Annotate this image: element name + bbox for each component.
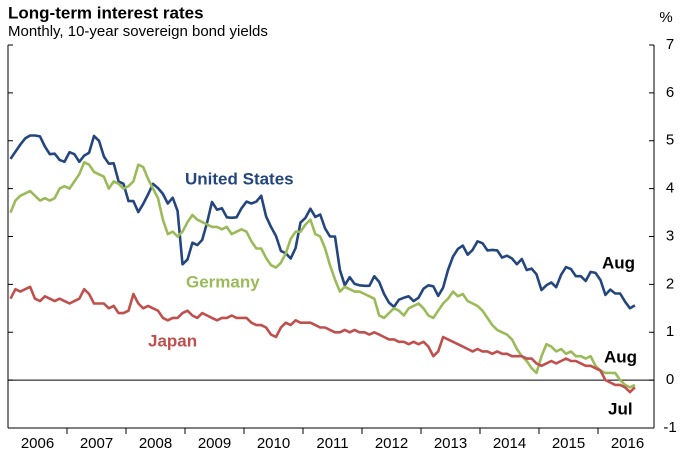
- series-line: [9, 285, 636, 394]
- x-tick-label: 2012: [375, 435, 408, 452]
- y-tick-label: 3: [666, 227, 674, 244]
- annotation: Aug: [602, 253, 635, 272]
- y-tick-label: 7: [666, 36, 674, 53]
- y-tick-label: 1: [666, 323, 674, 340]
- annotation: Aug: [604, 347, 637, 366]
- x-tick-label: 2013: [434, 435, 467, 452]
- x-tick-label: 2006: [21, 435, 54, 452]
- chart-title: Long-term interest rates: [8, 3, 204, 22]
- y-tick-label: 6: [666, 84, 674, 101]
- annotation: Jul: [608, 399, 633, 418]
- y-tick-label: -1: [663, 419, 676, 436]
- x-tick-label: 2007: [80, 435, 113, 452]
- y-tick-label: 2: [666, 275, 674, 292]
- x-tick-label: 2014: [493, 435, 526, 452]
- series-label: Germany: [186, 272, 260, 291]
- series-line: [9, 134, 636, 310]
- x-tick-label: 2008: [139, 435, 172, 452]
- x-tick-label: 2015: [552, 435, 585, 452]
- y-unit: %: [659, 9, 672, 26]
- x-tick-label: 2009: [198, 435, 231, 452]
- x-tick-label: 2011: [316, 435, 348, 452]
- x-tick-label: 2010: [257, 435, 290, 452]
- chart-subtitle: Monthly, 10-year sovereign bond yields: [8, 23, 268, 40]
- series-line: [9, 161, 636, 389]
- y-tick-label: 0: [666, 371, 674, 388]
- y-tick-label: 4: [666, 180, 674, 197]
- x-tick-label: 2016: [611, 435, 644, 452]
- series-label: Japan: [148, 331, 197, 350]
- series-label: United States: [185, 169, 294, 188]
- y-tick-label: 5: [666, 132, 674, 149]
